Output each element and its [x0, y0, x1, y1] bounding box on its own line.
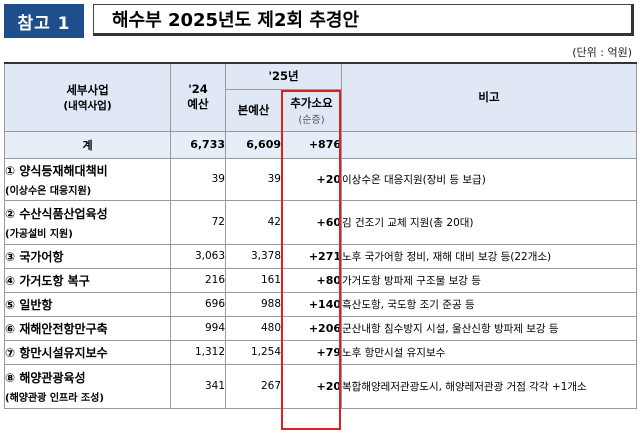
table-row: ④ 가거도항 복구 216 161 +80 가거도항 방파제 구조물 보강 등 [4, 267, 638, 293]
project-name: ④ 가거도항 복구 [4, 267, 171, 293]
prev-year-value: 1,312 [170, 339, 226, 365]
total-note [341, 130, 638, 159]
prev-year-value: 994 [170, 315, 226, 341]
table-row: ⑤ 일반항 696 988 +140 흑산도항, 국도항 조기 준공 등 [4, 291, 638, 317]
note-text: 이상수온 대응지원(장비 등 보급) [341, 157, 638, 201]
note-text: 노후 항만시설 유지보수 [341, 339, 638, 365]
total-add: +876 [280, 130, 343, 159]
total-base: 6,609 [225, 130, 282, 159]
note-text: 노후 국가어항 정비, 재해 대비 보강 등(22개소) [341, 243, 638, 269]
additional-value: +271 [280, 243, 343, 269]
prev-year-value: 696 [170, 291, 226, 317]
note-text: 가거도항 방파제 구조물 보강 등 [341, 267, 638, 293]
project-name: ⑥ 재해안전항만구축 [4, 315, 171, 341]
table-row: ⑧ 해양관광육성 (해양관광 인프라 조성) 341 267 +20 복합해양레… [4, 363, 638, 409]
table-row: ① 양식등재해대책비 (이상수온 대응지원) 39 39 +20 이상수온 대응… [4, 157, 638, 201]
prev-year-value: 216 [170, 267, 226, 293]
project-name: ③ 국가어항 [4, 243, 171, 269]
unit-label: (단위 : 억원) [572, 46, 632, 59]
additional-value: +206 [280, 315, 343, 341]
prev-year-value: 3,063 [170, 243, 226, 269]
base-budget-value: 988 [225, 291, 282, 317]
project-name: ⑤ 일반항 [4, 291, 171, 317]
header-cur-year: '25년 [224, 62, 343, 90]
total-label: 계 [4, 130, 171, 159]
project-name: ⑦ 항만시설유지보수 [4, 339, 171, 365]
title-bar: 참고 1 해수부 2025년도 제2회 추경안 [4, 4, 636, 38]
page-title: 해수부 2025년도 제2회 추경안 [93, 4, 634, 36]
additional-value: +20 [280, 363, 343, 409]
project-name: ⑧ 해양관광육성 (해양관광 인프라 조성) [4, 363, 171, 409]
table-row: ⑦ 항만시설유지보수 1,312 1,254 +79 노후 항만시설 유지보수 [4, 339, 638, 365]
base-budget-value: 480 [225, 315, 282, 341]
total-row: 계 6,733 6,609 +876 [4, 130, 638, 159]
additional-value: +20 [280, 157, 343, 201]
base-budget-value: 42 [225, 199, 282, 245]
additional-value: +140 [280, 291, 343, 317]
note-text: 복합해양레저관광도시, 해양레저관광 거점 각각 +1개소 [341, 363, 638, 409]
base-budget-value: 161 [225, 267, 282, 293]
header-project: 세부사업 (내역사업) [4, 62, 171, 132]
table-row: ③ 국가어항 3,063 3,378 +271 노후 국가어항 정비, 재해 대… [4, 243, 638, 269]
base-budget-value: 3,378 [225, 243, 282, 269]
additional-value: +79 [280, 339, 343, 365]
additional-value: +80 [280, 267, 343, 293]
prev-year-value: 341 [170, 363, 226, 409]
header-note: 비고 [341, 62, 638, 132]
reference-badge: 참고 1 [4, 4, 84, 38]
note-text: 군산내항 침수방지 시설, 울산신항 방파제 보강 등 [341, 315, 638, 341]
base-budget-value: 39 [225, 157, 282, 201]
note-text: 김 건조기 교체 지원(총 20대) [341, 199, 638, 245]
header-additional: 추가소요 (순증) [280, 88, 343, 132]
prev-year-value: 72 [170, 199, 226, 245]
note-text: 흑산도항, 국도항 조기 준공 등 [341, 291, 638, 317]
project-name: ② 수산식품산업육성 (가공설비 지원) [4, 199, 171, 245]
table-row: ⑥ 재해안전항만구축 994 480 +206 군산내항 침수방지 시설, 울산… [4, 315, 638, 341]
budget-table: 세부사업 (내역사업) '24 예산 '25년 비고 본예산 추가소요 (순증)… [4, 62, 638, 409]
prev-year-value: 39 [170, 157, 226, 201]
header-prev-year: '24 예산 [170, 62, 226, 132]
additional-value: +60 [280, 199, 343, 245]
table-row: ② 수산식품산업육성 (가공설비 지원) 72 42 +60 김 건조기 교체 … [4, 199, 638, 245]
base-budget-value: 1,254 [225, 339, 282, 365]
total-y24: 6,733 [170, 130, 226, 159]
base-budget-value: 267 [225, 363, 282, 409]
header-base-budget: 본예산 [225, 88, 282, 132]
project-name: ① 양식등재해대책비 (이상수온 대응지원) [4, 157, 171, 201]
